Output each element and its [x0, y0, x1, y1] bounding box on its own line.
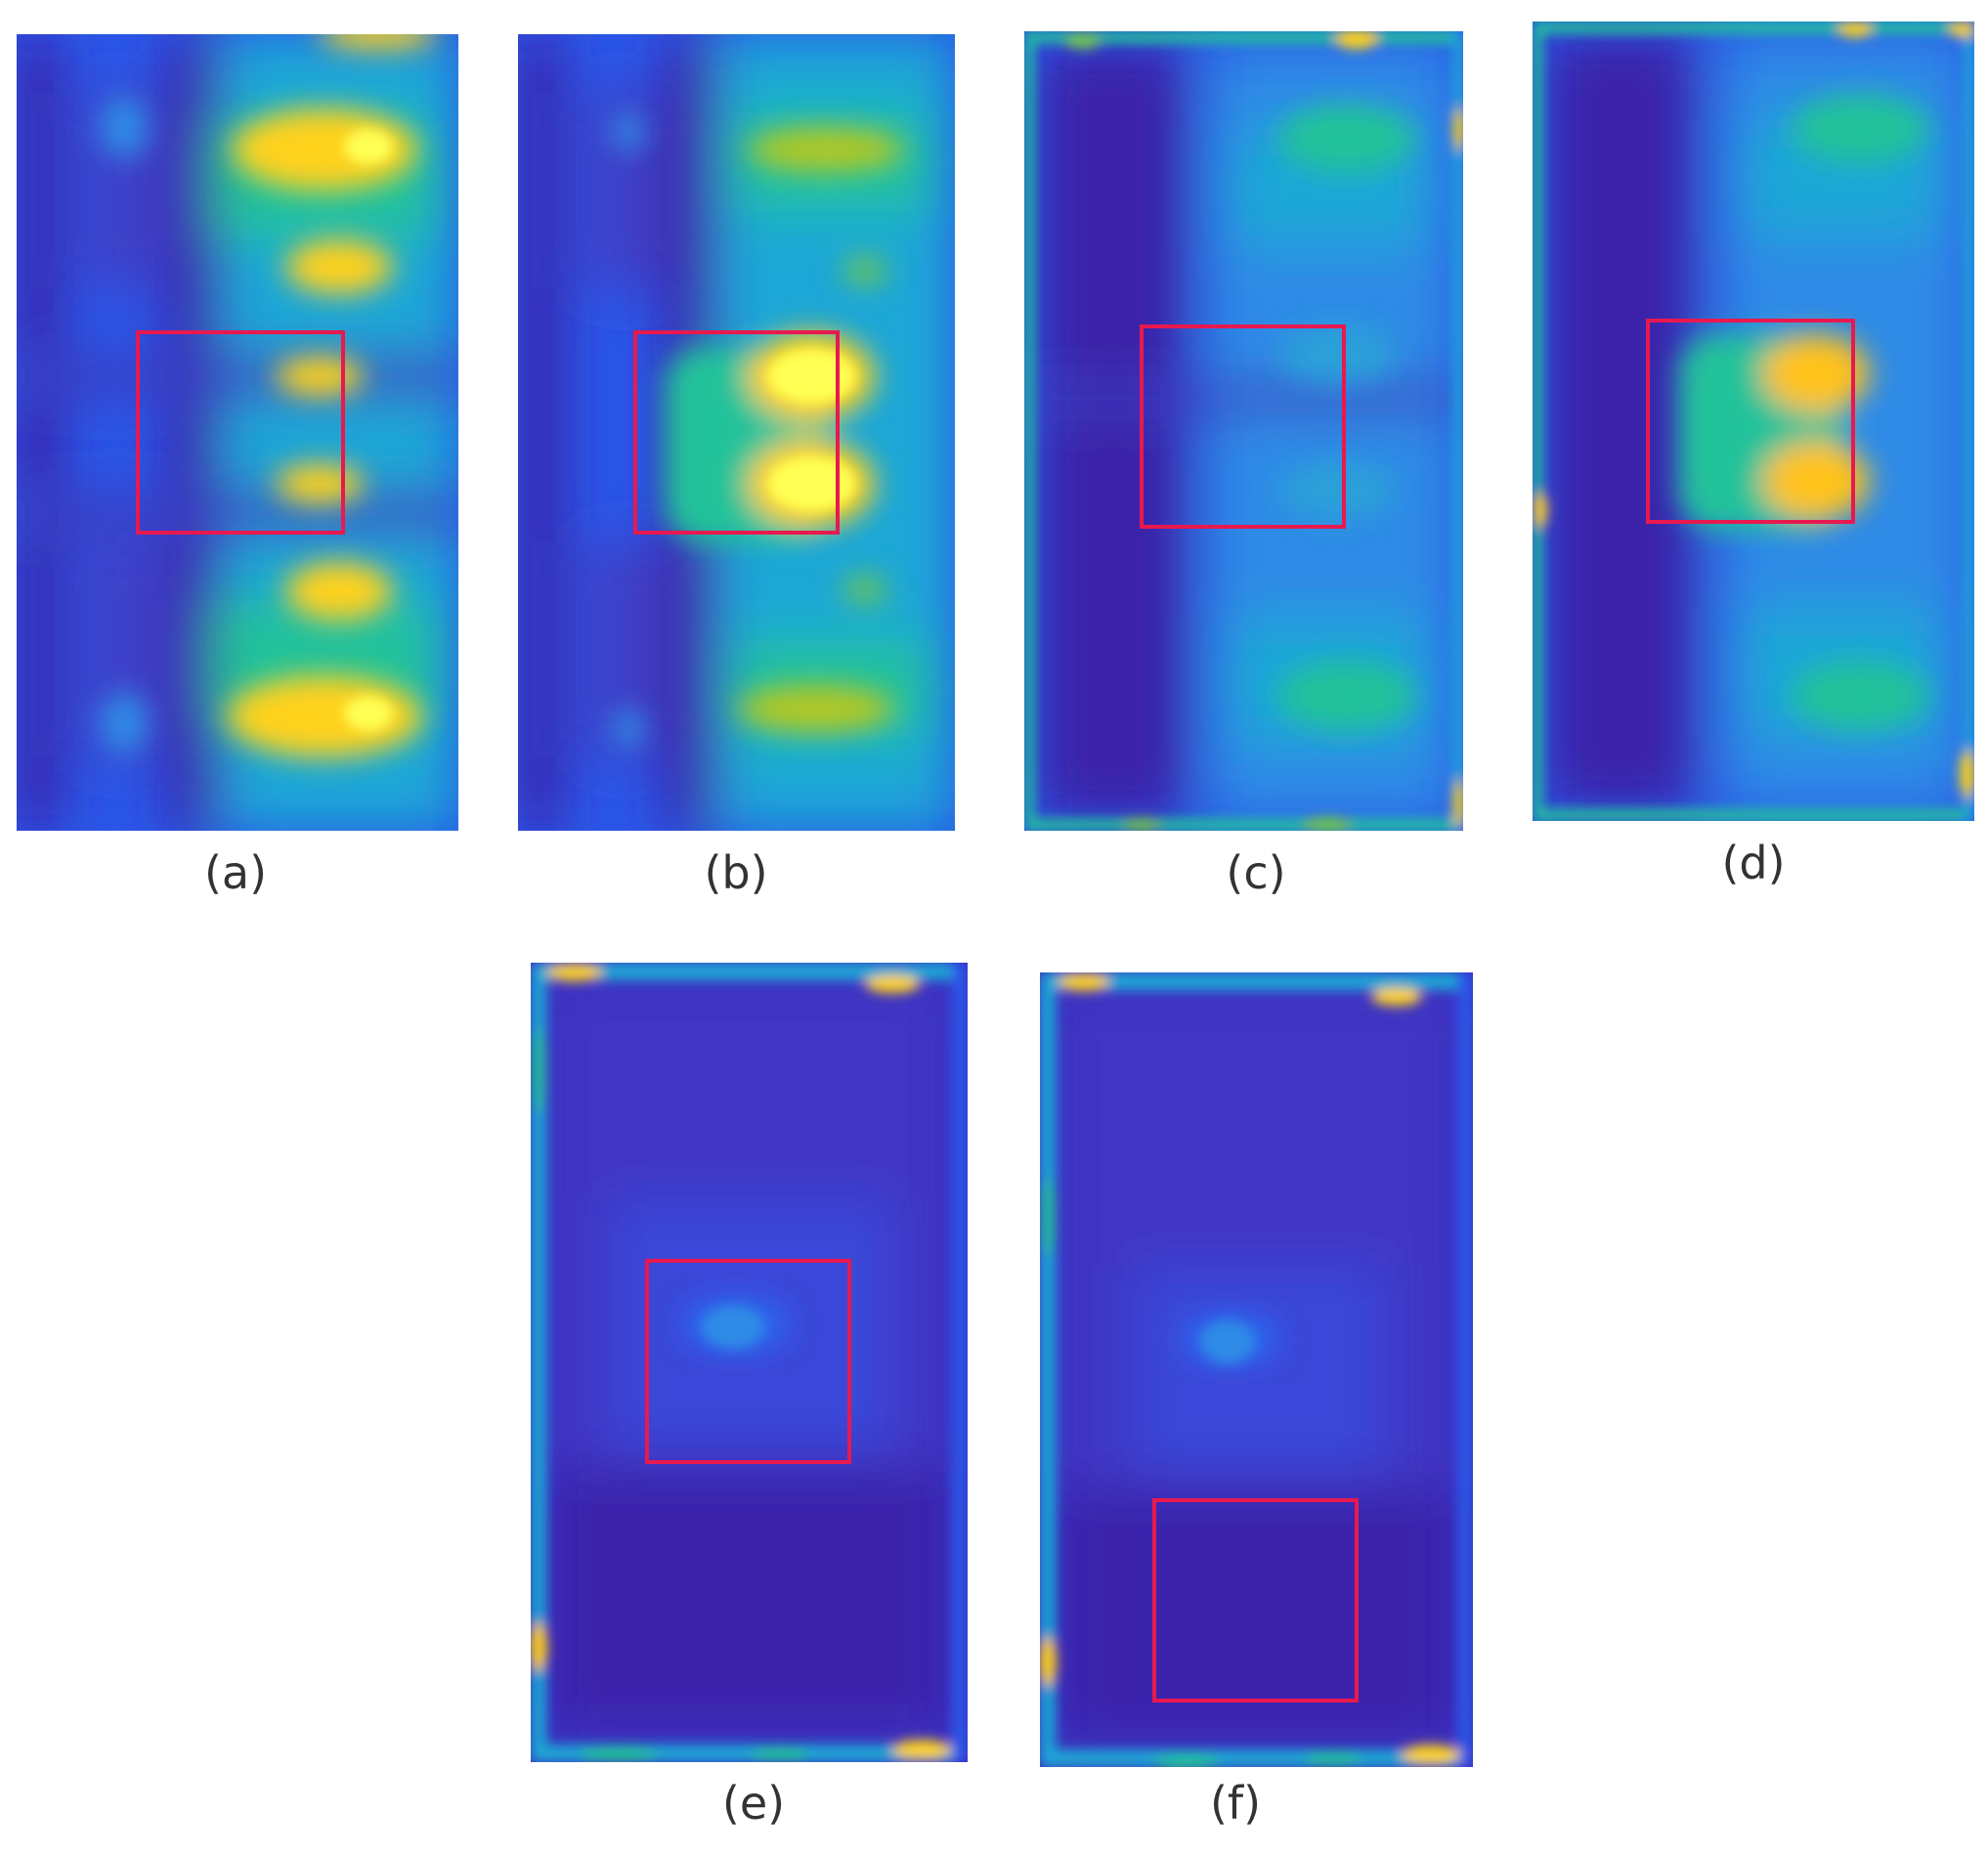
region-box	[1646, 319, 1855, 524]
region-box	[1152, 1498, 1359, 1703]
heatmap-panel-d	[1533, 22, 1974, 821]
caption-e: (e)	[721, 1777, 786, 1830]
heatmap-panel-f	[1040, 972, 1473, 1767]
caption-c: (c)	[1226, 846, 1286, 899]
heatmap-panel-b	[518, 34, 955, 831]
caption-a: (a)	[203, 846, 268, 899]
caption-d: (d)	[1721, 837, 1786, 889]
heatmap-panel-c	[1024, 31, 1463, 831]
region-box	[633, 330, 840, 535]
region-box	[645, 1259, 851, 1464]
caption-b: (b)	[704, 846, 768, 899]
heatmap-panel-e	[531, 963, 968, 1762]
region-box	[1140, 324, 1346, 529]
region-box	[136, 330, 345, 535]
heatmap-panel-a	[17, 34, 458, 831]
caption-f: (f)	[1209, 1777, 1262, 1830]
